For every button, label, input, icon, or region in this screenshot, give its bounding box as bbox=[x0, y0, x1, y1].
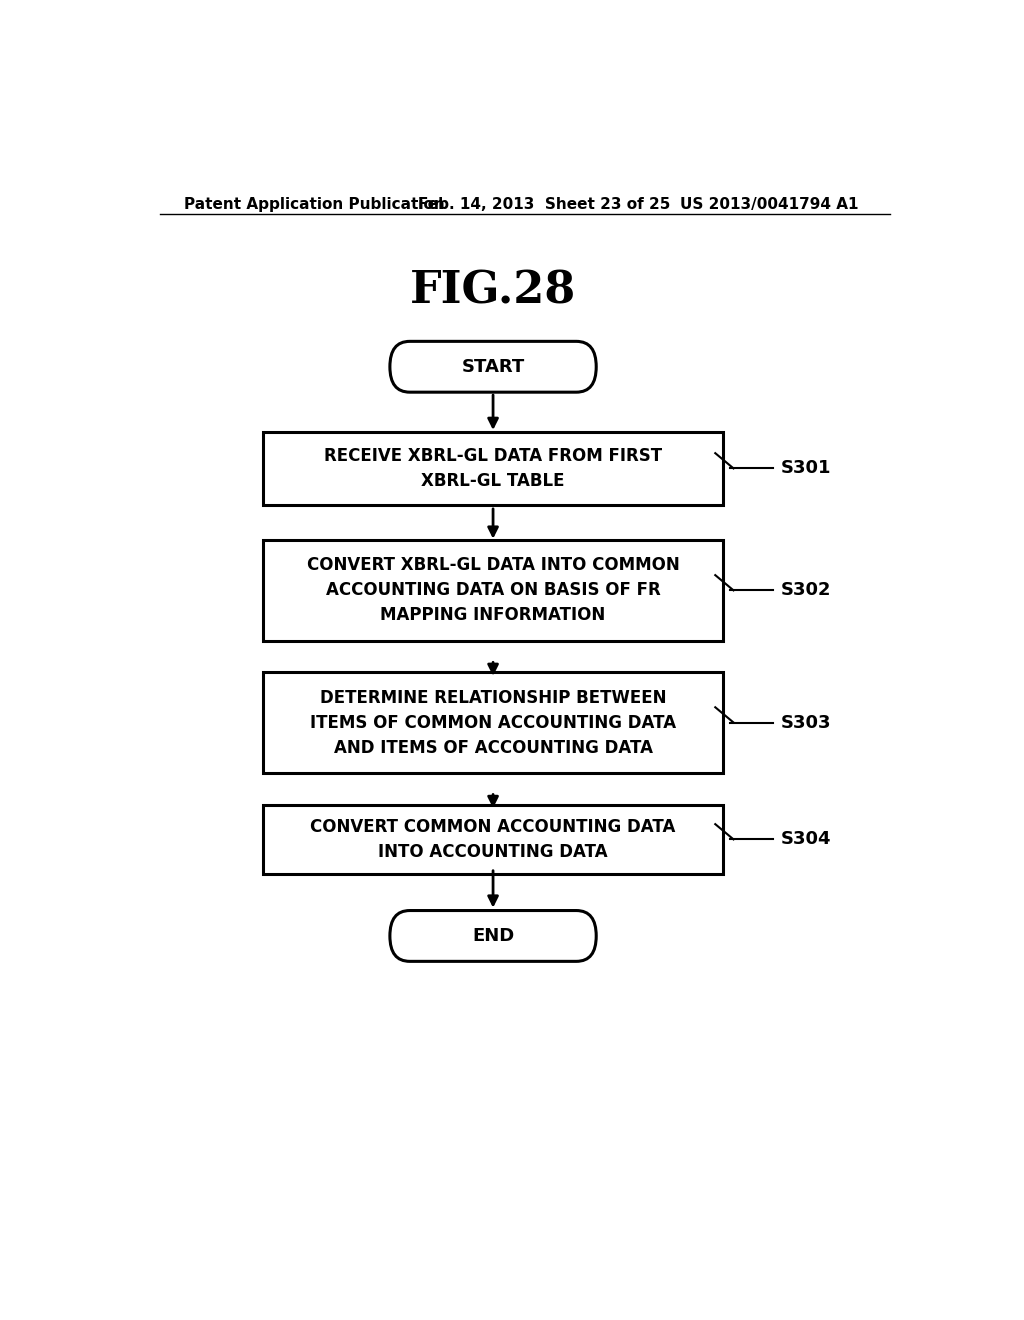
Text: US 2013/0041794 A1: US 2013/0041794 A1 bbox=[680, 197, 858, 211]
Text: FIG.28: FIG.28 bbox=[410, 269, 577, 312]
Text: CONVERT XBRL-GL DATA INTO COMMON
ACCOUNTING DATA ON BASIS OF FR
MAPPING INFORMAT: CONVERT XBRL-GL DATA INTO COMMON ACCOUNT… bbox=[306, 556, 680, 624]
Text: S301: S301 bbox=[781, 459, 831, 478]
FancyBboxPatch shape bbox=[390, 911, 596, 961]
Text: Patent Application Publication: Patent Application Publication bbox=[183, 197, 444, 211]
Text: START: START bbox=[462, 358, 524, 376]
FancyBboxPatch shape bbox=[263, 672, 723, 774]
Text: Feb. 14, 2013  Sheet 23 of 25: Feb. 14, 2013 Sheet 23 of 25 bbox=[418, 197, 670, 211]
Text: RECEIVE XBRL-GL DATA FROM FIRST
XBRL-GL TABLE: RECEIVE XBRL-GL DATA FROM FIRST XBRL-GL … bbox=[324, 447, 663, 490]
FancyBboxPatch shape bbox=[263, 540, 723, 642]
Text: S302: S302 bbox=[781, 581, 831, 599]
FancyBboxPatch shape bbox=[263, 432, 723, 506]
FancyBboxPatch shape bbox=[263, 805, 723, 874]
FancyBboxPatch shape bbox=[390, 342, 596, 392]
Text: DETERMINE RELATIONSHIP BETWEEN
ITEMS OF COMMON ACCOUNTING DATA
AND ITEMS OF ACCO: DETERMINE RELATIONSHIP BETWEEN ITEMS OF … bbox=[310, 689, 676, 756]
Text: CONVERT COMMON ACCOUNTING DATA
INTO ACCOUNTING DATA: CONVERT COMMON ACCOUNTING DATA INTO ACCO… bbox=[310, 818, 676, 861]
Text: S304: S304 bbox=[781, 830, 831, 849]
Text: END: END bbox=[472, 927, 514, 945]
Text: S303: S303 bbox=[781, 714, 831, 731]
